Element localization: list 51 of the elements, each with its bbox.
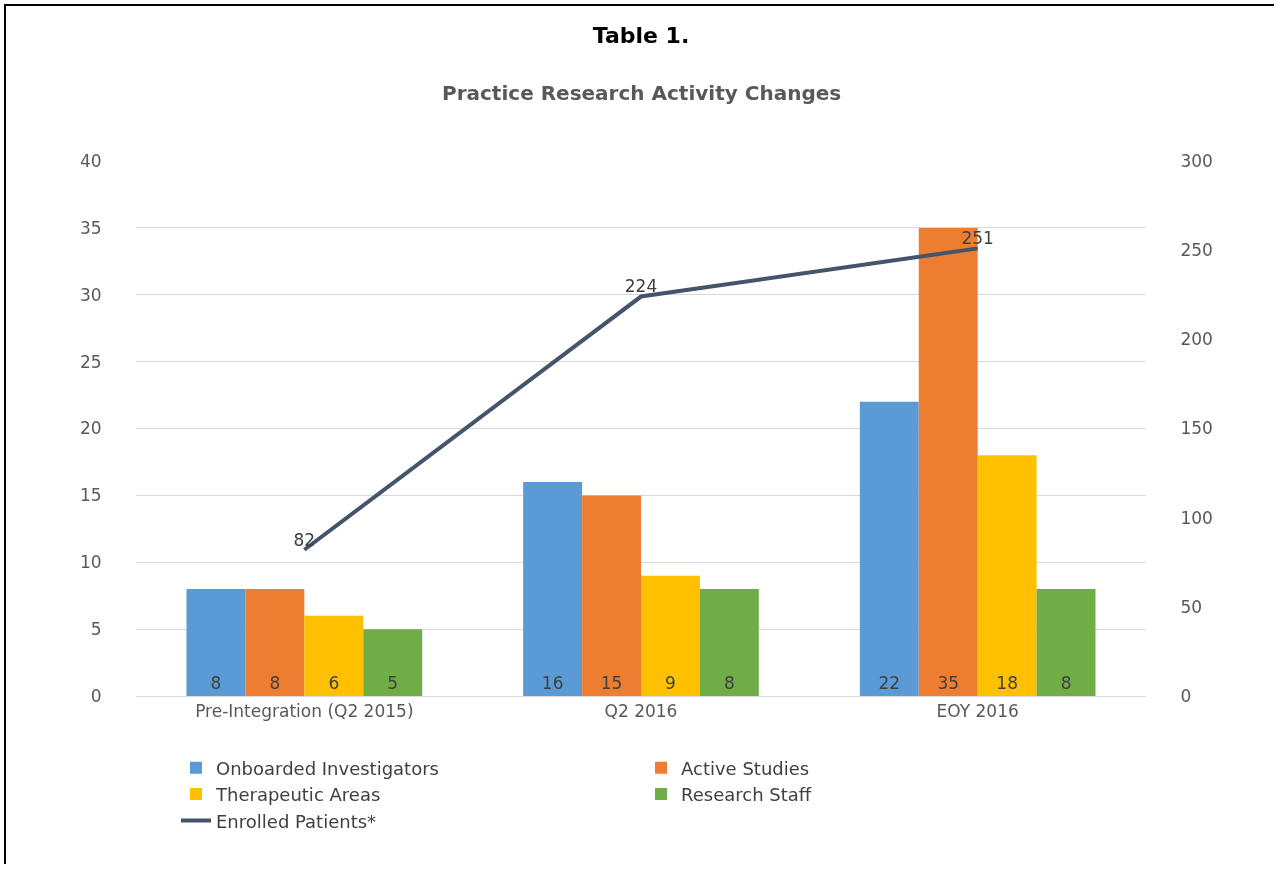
x-tick-label: EOY 2016 (936, 701, 1019, 722)
y-tick-label: 10 (79, 552, 102, 573)
y2-tick-label: 300 (1180, 150, 1213, 171)
bar (977, 455, 1037, 696)
data-label: 5 (387, 673, 399, 693)
y-tick-label: 25 (79, 351, 102, 372)
data-label: 8 (269, 673, 281, 693)
legend-label: Enrolled Patients* (216, 810, 377, 832)
chart-title: Table 1. (592, 22, 690, 48)
bar (363, 629, 423, 696)
chart-subtitle: Practice Research Activity Changes (442, 81, 842, 105)
y2-tick-label: 0 (1180, 685, 1192, 706)
y2-tick-label: 50 (1180, 596, 1203, 617)
bar (582, 495, 641, 696)
bar (523, 482, 583, 696)
legend-label: Onboarded Investigators (216, 757, 439, 779)
bar (186, 589, 246, 696)
data-label: 15 (600, 673, 623, 693)
data-label: 16 (541, 673, 564, 693)
y-tick-label: 40 (79, 150, 102, 171)
bar (304, 615, 364, 696)
y-tick-label: 15 (79, 485, 102, 506)
legend-label: Therapeutic Areas (215, 784, 381, 806)
x-tick-label: Q2 2016 (604, 701, 678, 722)
y-tick-label: 20 (79, 418, 102, 439)
y2-tick-label: 150 (1180, 418, 1213, 439)
y-tick-label: 5 (90, 619, 102, 640)
data-label: 8 (210, 673, 222, 693)
data-label: 8 (1060, 673, 1072, 693)
data-label: 35 (937, 673, 960, 693)
bar (245, 589, 305, 696)
y2-tick-label: 200 (1180, 329, 1213, 350)
bar (641, 575, 700, 696)
data-label: 18 (996, 673, 1018, 693)
y-tick-label: 35 (79, 217, 102, 238)
x-tick-label: Pre-Integration (Q2 2015) (195, 701, 414, 722)
bar (859, 401, 919, 696)
data-label: 6 (328, 673, 340, 693)
data-label: 22 (878, 673, 901, 693)
bar (1036, 589, 1096, 696)
data-label: 9 (665, 673, 676, 693)
bar (699, 589, 759, 696)
y2-tick-label: 250 (1180, 240, 1213, 261)
data-label: 82 (293, 529, 316, 550)
y-tick-label: 0 (90, 685, 102, 706)
data-label: 224 (624, 276, 658, 297)
legend-label: Active Studies (681, 757, 810, 779)
y-tick-label: 30 (79, 284, 102, 305)
y2-tick-label: 100 (1180, 507, 1213, 528)
legend-label: Research Staff (681, 784, 812, 806)
data-label: 8 (723, 673, 735, 693)
